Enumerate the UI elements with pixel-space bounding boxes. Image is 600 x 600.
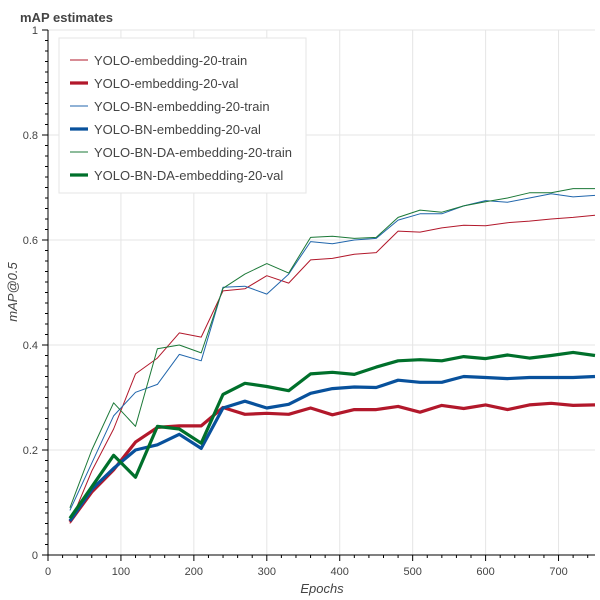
legend-label-4: YOLO-BN-embedding-20-val [94,122,261,137]
x-tick-label: 100 [112,566,130,578]
y-tick-label: 0.2 [23,445,38,457]
x-tick-label: 0 [45,566,51,578]
x-tick-label: 600 [476,566,494,578]
y-axis-label: mAP@0.5 [5,262,20,322]
series-line-5 [69,188,595,508]
legend-label-1: YOLO-embedding-20-train [94,53,247,68]
series-line-3 [69,193,596,511]
legend: YOLO-embedding-20-train YOLO-embedding-20… [58,37,307,194]
y-tick-label: 0.4 [23,340,38,352]
series-line-4 [68,374,596,522]
tick-labels: 0 100 200 300 400 500 600 700 0 0.2 0.4 0.6 0.8 1 [23,25,568,578]
legend-label-6: YOLO-BN-DA-embedding-20-val [94,168,283,183]
legend-label-3: YOLO-BN-embedding-20-train [94,99,270,114]
legend-label-2: YOLO-embedding-20-val [94,76,239,91]
x-tick-label: 400 [331,566,349,578]
series-line-1 [69,214,596,524]
series-lines [68,188,596,524]
y-tick-label: 0.6 [23,235,38,247]
x-tick-label: 700 [549,566,567,578]
chart-title: mAP estimates [20,10,113,25]
series-line-6 [68,350,596,520]
legend-box [58,37,307,194]
x-tick-label: 500 [403,566,421,578]
y-tick-label: 0.8 [23,130,38,142]
x-tick-label: 200 [185,566,203,578]
y-tick-label: 1 [32,25,38,37]
x-axis-label: Epochs [300,581,344,596]
x-tick-label: 300 [258,566,276,578]
axes [42,29,595,561]
y-tick-label: 0 [32,550,38,562]
legend-label-5: YOLO-BN-DA-embedding-20-train [94,145,292,160]
